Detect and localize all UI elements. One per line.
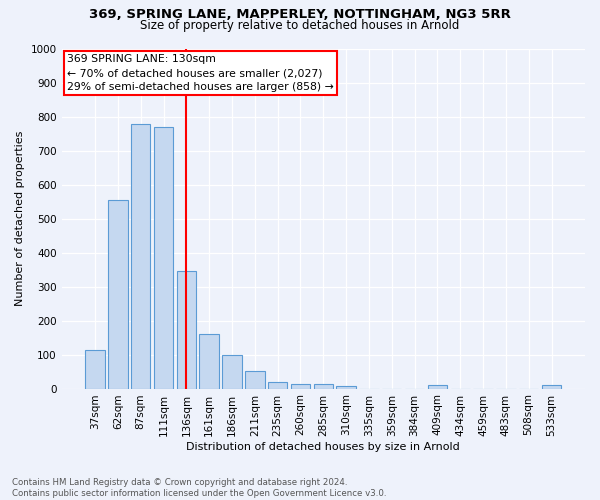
Bar (542, 385, 561, 388)
X-axis label: Distribution of detached houses by size in Arnold: Distribution of detached houses by size … (187, 442, 460, 452)
Bar (245, 370, 265, 388)
Y-axis label: Number of detached properties: Number of detached properties (15, 131, 25, 306)
Text: 369, SPRING LANE, MAPPERLEY, NOTTINGHAM, NG3 5RR: 369, SPRING LANE, MAPPERLEY, NOTTINGHAM,… (89, 8, 511, 20)
Bar (268, 382, 287, 388)
Bar (154, 127, 173, 388)
Bar (314, 384, 333, 388)
Bar (199, 334, 219, 388)
Bar (176, 272, 196, 388)
Bar (428, 385, 447, 388)
Text: Contains HM Land Registry data © Crown copyright and database right 2024.
Contai: Contains HM Land Registry data © Crown c… (12, 478, 386, 498)
Text: Size of property relative to detached houses in Arnold: Size of property relative to detached ho… (140, 19, 460, 32)
Text: 369 SPRING LANE: 130sqm
← 70% of detached houses are smaller (2,027)
29% of semi: 369 SPRING LANE: 130sqm ← 70% of detache… (67, 54, 334, 92)
Bar (131, 124, 151, 388)
Bar (337, 386, 356, 388)
Bar (85, 350, 105, 389)
Bar (291, 384, 310, 388)
Bar (108, 200, 128, 388)
Bar (222, 356, 242, 388)
